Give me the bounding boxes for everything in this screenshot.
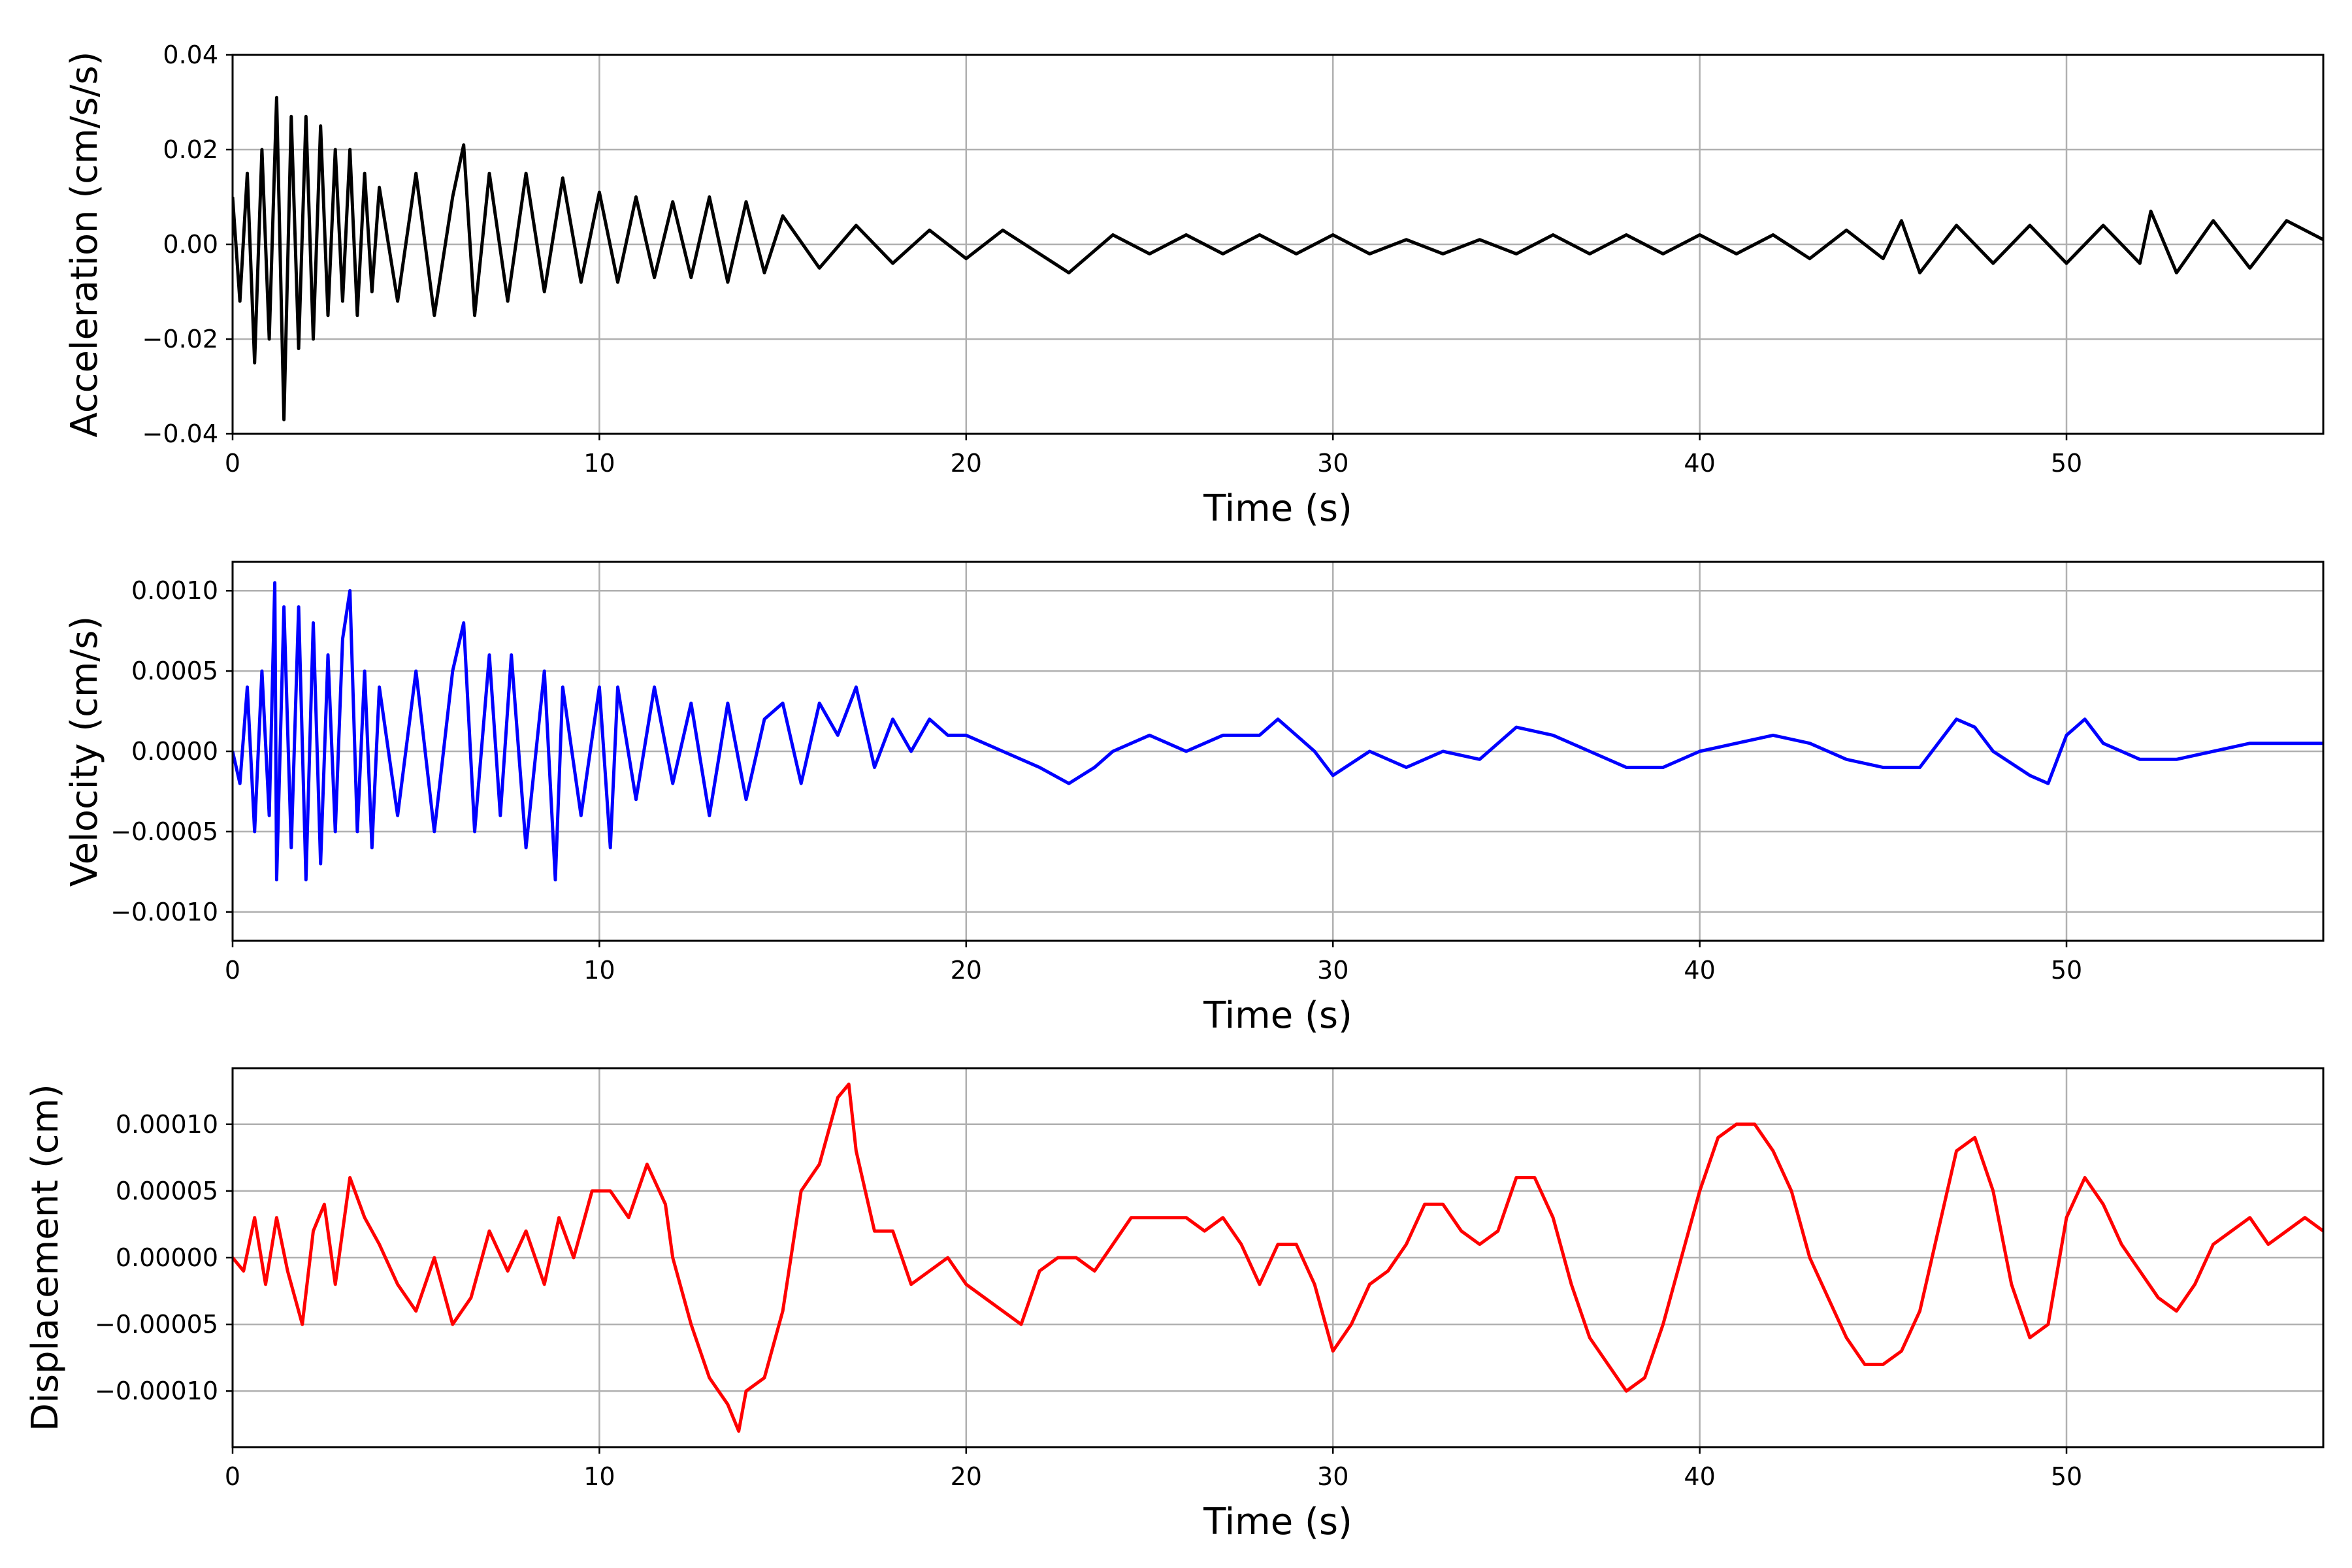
velocity-xtick-label-0: 0	[225, 956, 240, 985]
acceleration-xtick-label-3: 30	[1317, 449, 1348, 478]
displacement-xtick-label-2: 20	[951, 1462, 982, 1491]
velocity-xtick-label-1: 10	[583, 956, 615, 985]
acceleration-panel: 0 10 20 30 40 50 −0.04 −0.02 0.00 0.02 0.04 Time (s…	[63, 41, 2325, 530]
velocity-xtick-label-4: 40	[1684, 956, 1715, 985]
acceleration-xtick-label-0: 0	[225, 449, 240, 478]
acceleration-ytick-label-2: 0.00	[163, 230, 218, 259]
displacement-xtick-label-5: 50	[2051, 1462, 2082, 1491]
displacement-xtick-label-1: 10	[583, 1462, 615, 1491]
displacement-ytick-label-1: −0.00005	[95, 1310, 218, 1339]
velocity-xlabel: Time (s)	[1203, 994, 1352, 1037]
displacement-ylabel: Displacement (cm)	[24, 1084, 67, 1431]
velocity-xtick-label-5: 50	[2051, 956, 2082, 985]
acceleration-xtick-label-2: 20	[951, 449, 982, 478]
displacement-panel: 0 10 20 30 40 50 −0.00010 −0.00005 0.00000 0.0000…	[24, 1067, 2325, 1543]
displacement-ytick-label-3: 0.00005	[116, 1177, 218, 1205]
acceleration-ytick-label-1: −0.02	[142, 325, 218, 353]
displacement-xtick-label-3: 30	[1317, 1462, 1348, 1491]
displacement-xtick-label-4: 40	[1684, 1462, 1715, 1491]
displacement-xlabel: Time (s)	[1203, 1501, 1352, 1543]
displacement-xtick-label-0: 0	[225, 1462, 240, 1491]
acceleration-ylabel: Acceleration (cm/s/s)	[63, 52, 106, 438]
velocity-ytick-label-3: 0.0005	[131, 657, 218, 685]
velocity-ytick-label-2: 0.0000	[131, 737, 218, 766]
velocity-ylabel: Velocity (cm/s)	[63, 616, 106, 887]
velocity-ytick-label-0: −0.0010	[110, 898, 218, 926]
velocity-panel: 0 10 20 30 40 50 −0.0010 −0.0005 0.0000 0.0005 0.0…	[63, 561, 2325, 1037]
acceleration-xlabel: Time (s)	[1203, 487, 1352, 530]
displacement-ytick-label-2: 0.00000	[116, 1243, 218, 1272]
velocity-ytick-label-1: −0.0005	[110, 817, 218, 846]
displacement-series-line-0	[233, 1083, 2323, 1433]
displacement-ytick-label-4: 0.00010	[116, 1110, 218, 1139]
acceleration-ytick-label-4: 0.04	[163, 41, 218, 69]
acceleration-xtick-label-5: 50	[2051, 449, 2082, 478]
velocity-series-line-0	[233, 581, 2323, 882]
acceleration-series-line-0	[233, 95, 2323, 421]
velocity-ytick-label-4: 0.0010	[131, 576, 218, 605]
velocity-xtick-label-2: 20	[951, 956, 982, 985]
acceleration-ytick-label-0: −0.04	[142, 419, 218, 448]
acceleration-xtick-label-4: 40	[1684, 449, 1715, 478]
acceleration-ytick-label-3: 0.02	[163, 135, 218, 164]
velocity-xtick-label-3: 30	[1317, 956, 1348, 985]
displacement-ytick-label-0: −0.00010	[95, 1377, 218, 1405]
acceleration-xtick-label-1: 10	[583, 449, 615, 478]
